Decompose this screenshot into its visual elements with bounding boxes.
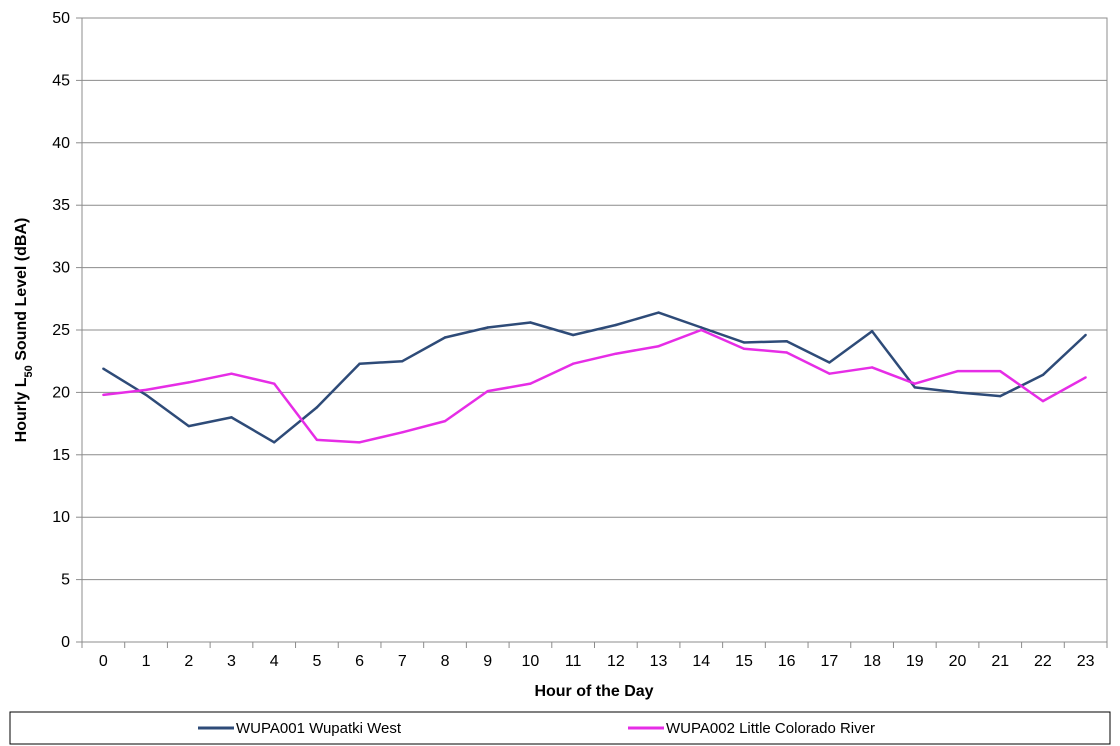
x-tick-label: 18: [863, 653, 881, 670]
data-point-series-0: [571, 333, 575, 337]
y-tick-label: 45: [52, 72, 70, 89]
y-tick-label: 50: [52, 10, 70, 27]
data-point-series-1: [828, 372, 831, 375]
x-tick-label: 4: [270, 653, 279, 670]
data-point-series-1: [657, 345, 660, 348]
data-point-series-0: [700, 326, 703, 329]
data-point-series-1: [742, 347, 746, 350]
data-point-series-1: [144, 388, 148, 392]
data-point-series-1: [1084, 376, 1087, 379]
x-tick-label: 10: [522, 653, 540, 670]
x-tick-label: 12: [607, 653, 625, 670]
x-tick-label: 23: [1077, 653, 1095, 670]
data-point-series-0: [443, 336, 447, 339]
data-point-series-0: [102, 367, 105, 370]
x-tick-label: 8: [441, 653, 450, 670]
data-point-series-1: [956, 369, 959, 373]
x-tick-label: 19: [906, 653, 924, 670]
legend-label-wupatki-west: WUPA001 Wupatki West: [236, 720, 402, 737]
data-point-series-0: [614, 323, 618, 327]
data-point-series-0: [144, 393, 148, 397]
y-tick-label: 25: [52, 322, 70, 339]
data-point-series-0: [870, 330, 874, 333]
data-point-series-1: [571, 362, 575, 365]
data-point-series-0: [315, 406, 319, 409]
data-point-series-1: [358, 441, 361, 444]
data-point-series-0: [486, 326, 489, 329]
legend-box: [9, 711, 1111, 745]
data-point-series-0: [828, 361, 831, 364]
y-tick-label: 30: [52, 260, 70, 277]
x-tick-label: 7: [398, 653, 407, 670]
data-point-series-0: [913, 386, 917, 389]
data-point-series-0: [230, 416, 233, 419]
series-lines: [102, 311, 1087, 444]
x-tick-label: 0: [99, 653, 108, 670]
x-tick-label: 16: [778, 653, 796, 670]
x-tick-label: 15: [735, 653, 753, 670]
legend: WUPA001 Wupatki West WUPA002 Little Colo…: [9, 711, 1111, 745]
y-tick-label: 10: [52, 509, 70, 526]
y-tick-label: 0: [61, 634, 70, 651]
data-point-series-0: [358, 362, 361, 365]
x-tick-label: 22: [1034, 653, 1052, 670]
legend-label-little-colorado-river: WUPA002 Little Colorado River: [666, 720, 875, 737]
data-point-series-1: [870, 366, 874, 369]
x-tick-label: 11: [565, 653, 582, 670]
data-point-series-0: [785, 340, 788, 343]
data-point-series-1: [614, 352, 618, 355]
y-tick-label: 35: [52, 197, 70, 214]
data-point-series-1: [272, 382, 276, 385]
data-point-series-1: [230, 372, 233, 375]
data-point-series-0: [956, 391, 959, 394]
x-axis-ticks: 0 1 2 3 4 5 6 7 8 9 10 11 12 13 14 15 16 17 18 19 20 21 22 23: [81, 642, 1108, 670]
data-point-series-1: [700, 328, 703, 332]
data-point-series-1: [187, 381, 190, 384]
x-tick-label: 17: [820, 653, 838, 670]
y-tick-label: 5: [61, 572, 70, 589]
y-tick-label: 40: [52, 135, 70, 152]
data-point-series-0: [272, 441, 276, 444]
y-tick-label: 15: [52, 447, 70, 464]
y-tick-label: 20: [52, 384, 70, 401]
x-tick-label: 1: [142, 653, 151, 670]
data-point-series-0: [401, 360, 404, 363]
x-tick-label: 14: [692, 653, 710, 670]
y-axis-ticks: 0 5 10 15 20 25 30 35 40 45 50: [52, 10, 82, 651]
series-line-1: [103, 328, 1087, 444]
data-point-series-0: [1084, 333, 1087, 337]
x-tick-label: 5: [312, 653, 321, 670]
x-tick-label: 3: [227, 653, 236, 670]
x-tick-label: 9: [483, 653, 492, 670]
data-point-series-1: [443, 419, 447, 423]
data-point-series-0: [187, 424, 190, 428]
x-tick-label: 21: [991, 653, 1009, 670]
data-point-series-1: [913, 382, 917, 385]
data-point-series-1: [486, 389, 489, 393]
series-line-0: [102, 311, 1087, 444]
data-point-series-0: [529, 321, 532, 324]
data-point-series-1: [529, 382, 532, 385]
data-point-series-0: [742, 341, 746, 344]
x-tick-label: 2: [184, 653, 193, 670]
y-axis-title: Hourly L50 Sound Level (dBA): [13, 218, 35, 443]
x-tick-label: 13: [650, 653, 668, 670]
data-point-series-1: [102, 393, 105, 397]
x-axis-title: Hour of the Day: [534, 683, 653, 700]
x-tick-label: 20: [949, 653, 967, 670]
data-point-series-0: [657, 311, 660, 314]
x-tick-label: 6: [355, 653, 364, 670]
data-point-series-1: [315, 438, 319, 442]
data-point-series-1: [401, 431, 404, 434]
data-point-series-1: [785, 351, 788, 354]
data-point-series-0: [999, 394, 1002, 398]
data-point-series-1: [1041, 399, 1045, 403]
data-point-series-1: [999, 369, 1002, 373]
data-point-series-0: [1041, 373, 1045, 377]
